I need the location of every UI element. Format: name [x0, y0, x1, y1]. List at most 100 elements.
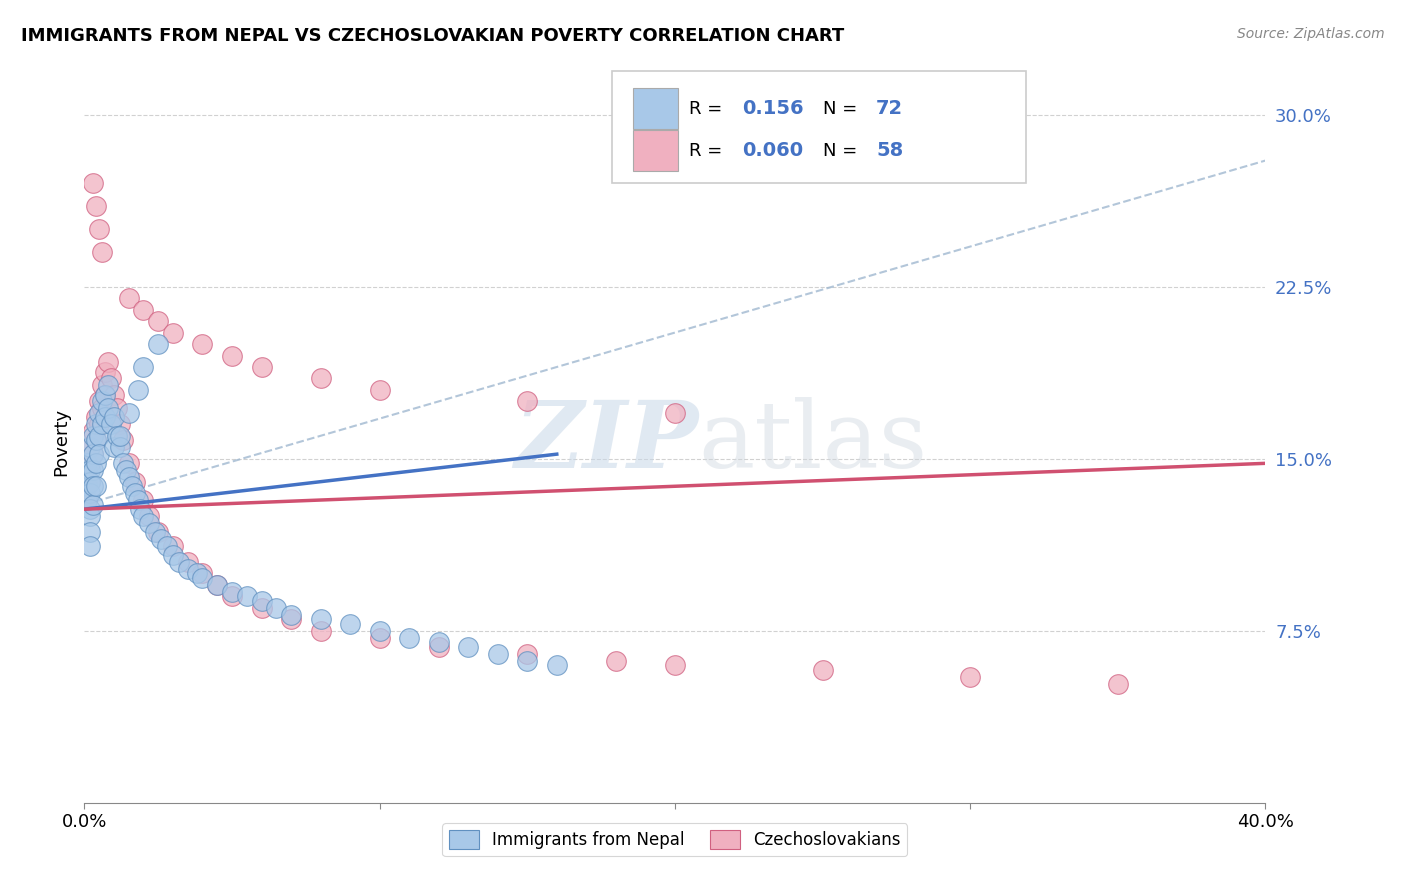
- Point: [91, 245, 114, 260]
- Point: [79, 456, 101, 470]
- Point: [124, 475, 146, 489]
- Point: [457, 640, 479, 654]
- Point: [191, 571, 214, 585]
- Point: [103, 410, 125, 425]
- Point: [427, 640, 450, 654]
- Point: [76, 493, 98, 508]
- Point: [368, 624, 391, 638]
- Text: 0.060: 0.060: [742, 141, 803, 161]
- Point: [309, 371, 332, 385]
- Point: [266, 600, 288, 615]
- Point: [97, 355, 120, 369]
- Point: [87, 394, 111, 409]
- Point: [427, 635, 450, 649]
- Point: [111, 456, 134, 470]
- Point: [150, 532, 173, 546]
- Point: [250, 359, 273, 374]
- Point: [94, 387, 117, 401]
- Point: [103, 440, 125, 454]
- Point: [100, 417, 122, 432]
- Point: [82, 424, 104, 438]
- Point: [79, 539, 101, 553]
- Point: [368, 383, 391, 397]
- Point: [82, 498, 104, 512]
- Point: [207, 578, 229, 592]
- Point: [91, 401, 114, 416]
- Text: R =: R =: [689, 142, 723, 160]
- Point: [76, 456, 98, 470]
- Point: [79, 502, 101, 516]
- Point: [118, 470, 141, 484]
- Point: [84, 417, 107, 432]
- Point: [84, 479, 107, 493]
- Point: [84, 199, 107, 213]
- Point: [138, 516, 160, 530]
- Point: [76, 456, 98, 470]
- Point: [108, 429, 131, 443]
- Point: [811, 663, 834, 677]
- Point: [132, 493, 155, 508]
- Text: 58: 58: [876, 141, 903, 161]
- Point: [82, 429, 104, 443]
- Point: [148, 314, 170, 328]
- Point: [148, 525, 170, 540]
- Point: [87, 429, 111, 443]
- Point: [76, 479, 98, 493]
- Point: [191, 337, 214, 351]
- Point: [664, 406, 686, 420]
- Text: IMMIGRANTS FROM NEPAL VS CZECHOSLOVAKIAN POVERTY CORRELATION CHART: IMMIGRANTS FROM NEPAL VS CZECHOSLOVAKIAN…: [21, 27, 845, 45]
- Point: [221, 584, 243, 599]
- Point: [82, 479, 104, 493]
- Point: [129, 502, 152, 516]
- Text: 0.156: 0.156: [742, 99, 804, 119]
- Point: [280, 612, 302, 626]
- Point: [84, 410, 107, 425]
- Point: [84, 434, 107, 448]
- Point: [84, 434, 107, 448]
- Point: [94, 365, 117, 379]
- Point: [91, 417, 114, 432]
- Point: [91, 394, 114, 409]
- Point: [91, 378, 114, 392]
- Point: [148, 337, 170, 351]
- Point: [76, 475, 98, 489]
- Point: [79, 475, 101, 489]
- Point: [516, 647, 538, 661]
- Point: [1107, 676, 1129, 690]
- Point: [79, 440, 101, 454]
- Point: [280, 607, 302, 622]
- Point: [79, 525, 101, 540]
- Point: [79, 509, 101, 524]
- Point: [156, 539, 179, 553]
- Point: [82, 463, 104, 477]
- Point: [162, 326, 184, 340]
- Point: [82, 177, 104, 191]
- Point: [105, 429, 128, 443]
- Point: [138, 509, 160, 524]
- Point: [186, 566, 208, 581]
- Point: [79, 486, 101, 500]
- Legend: Immigrants from Nepal, Czechoslovakians: Immigrants from Nepal, Czechoslovakians: [443, 823, 907, 856]
- Point: [79, 475, 101, 489]
- Point: [82, 447, 104, 461]
- Point: [221, 349, 243, 363]
- Point: [221, 590, 243, 604]
- Text: Source: ZipAtlas.com: Source: ZipAtlas.com: [1237, 27, 1385, 41]
- Point: [105, 401, 128, 416]
- Point: [97, 401, 120, 416]
- Point: [118, 406, 141, 420]
- Point: [97, 378, 120, 392]
- Point: [121, 479, 143, 493]
- Y-axis label: Poverty: Poverty: [52, 408, 70, 475]
- Point: [207, 578, 229, 592]
- Point: [162, 539, 184, 553]
- Point: [76, 493, 98, 508]
- Point: [177, 562, 200, 576]
- Point: [114, 463, 136, 477]
- Point: [309, 612, 332, 626]
- Point: [87, 222, 111, 236]
- Point: [664, 658, 686, 673]
- Point: [108, 440, 131, 454]
- Point: [87, 406, 111, 420]
- Point: [516, 394, 538, 409]
